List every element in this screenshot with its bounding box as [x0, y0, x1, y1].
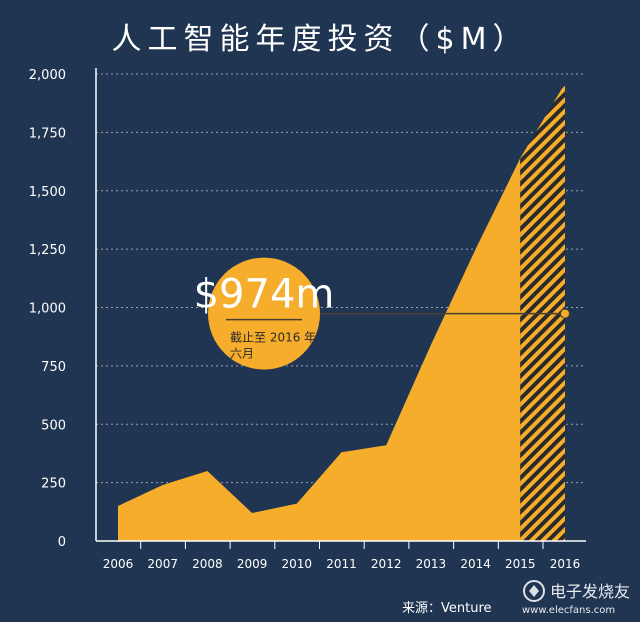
x-tick-label: 2006	[103, 557, 134, 571]
y-tick-label: 750	[41, 360, 66, 375]
area-projected-segment	[520, 83, 565, 541]
watermark-name: 电子发烧友	[550, 582, 630, 601]
callout-marker	[560, 308, 570, 319]
x-tick-label: 2009	[237, 557, 268, 571]
x-tick-label: 2007	[147, 557, 178, 571]
y-tick-label: 250	[41, 477, 66, 492]
callout-bubble	[208, 257, 320, 370]
x-tick-label: 2011	[326, 557, 357, 571]
chart-title: 人工智能年度投资（$M）	[111, 22, 529, 57]
x-tick-label: 2015	[505, 557, 536, 571]
x-tick-label: 2012	[371, 557, 402, 571]
watermark-logo: 电子发烧友 www.elecfans.com	[522, 580, 630, 616]
y-tick-label: 1,750	[29, 126, 66, 141]
watermark-url: www.elecfans.com	[522, 605, 615, 616]
y-tick-label: 500	[41, 418, 66, 433]
y-tick-label: 1,250	[29, 243, 66, 258]
y-tick-label: 2,000	[29, 68, 66, 83]
callout-note-line1: 截止至 2016 年	[230, 331, 316, 345]
callout-value: $974m	[194, 272, 335, 318]
x-tick-label: 2013	[416, 557, 447, 571]
x-tick-label: 2014	[460, 557, 491, 571]
area-series	[118, 158, 521, 541]
x-tick-label: 2016	[550, 557, 581, 571]
x-tick-label: 2010	[282, 557, 313, 571]
y-tick-label: 1,000	[29, 302, 66, 317]
y-tick-label: 1,500	[29, 185, 66, 200]
x-tick-label: 2008	[192, 557, 223, 571]
callout-note-line2: 六月	[230, 347, 254, 361]
source-note: 来源：Venture	[402, 601, 492, 616]
y-tick-label: 0	[58, 535, 66, 550]
